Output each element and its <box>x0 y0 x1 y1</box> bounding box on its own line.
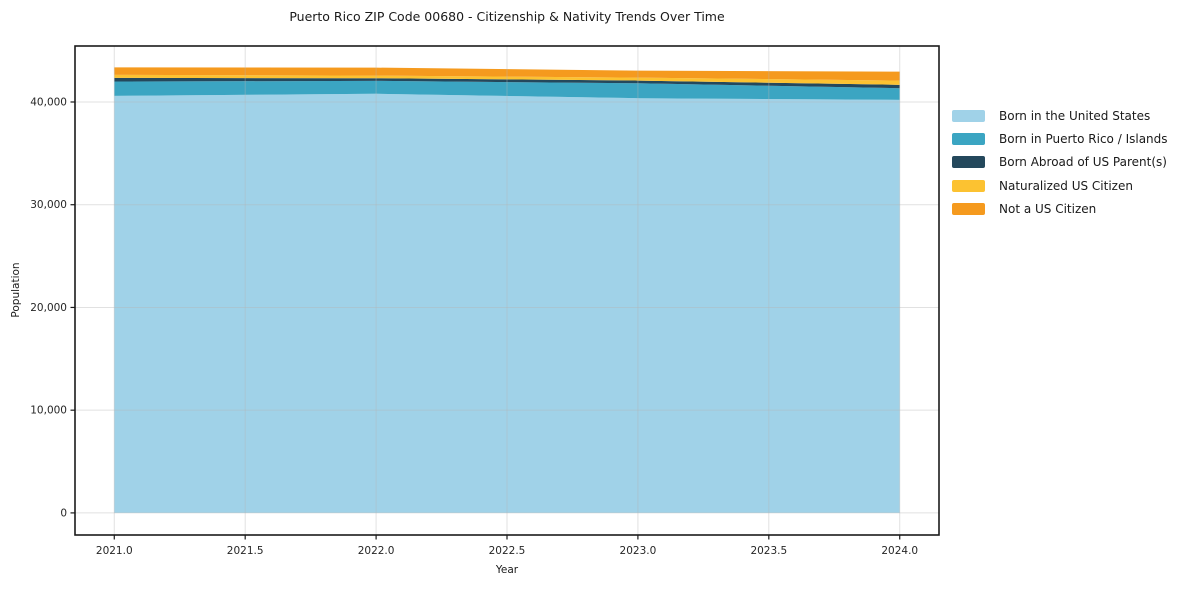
area-born-in-puerto-rico-islands <box>114 80 900 100</box>
x-tick-label: 2023.5 <box>750 545 787 557</box>
legend-item-born-abroad-of-us-parent-s: Born Abroad of US Parent(s) <box>952 151 1168 174</box>
legend-swatch-icon <box>952 109 985 122</box>
x-tick-label: 2022.5 <box>489 545 526 557</box>
x-axis-label: Year <box>495 564 519 576</box>
legend-item-label: Not a US Citizen <box>999 201 1097 216</box>
legend-swatch-icon <box>952 179 985 192</box>
legend-item-born-in-puerto-rico-islands: Born in Puerto Rico / Islands <box>952 127 1168 150</box>
legend-item-born-in-the-united-states: Born in the United States <box>952 104 1168 127</box>
x-tick-label: 2021.5 <box>227 545 264 557</box>
area-naturalized-us-citizen <box>114 74 900 85</box>
y-tick-label: 20,000 <box>30 302 67 314</box>
legend-swatch-icon <box>952 156 985 169</box>
area-born-abroad-of-us-parent-s <box>114 77 900 89</box>
x-tick-label: 2024.0 <box>881 545 918 557</box>
area-not-a-us-citizen <box>114 67 900 81</box>
legend-item-label: Naturalized US Citizen <box>999 178 1133 193</box>
y-tick-label: 10,000 <box>30 405 67 417</box>
legend-item-label: Born Abroad of US Parent(s) <box>999 155 1167 170</box>
x-tick-label: 2023.0 <box>620 545 657 557</box>
y-axis-label: Population <box>10 262 22 318</box>
legend-item-label: Born in Puerto Rico / Islands <box>999 131 1168 146</box>
legend-swatch-icon <box>952 132 985 145</box>
y-tick-label: 0 <box>60 507 67 519</box>
x-tick-label: 2022.0 <box>358 545 395 557</box>
legend-item-not-a-us-citizen: Not a US Citizen <box>952 197 1168 220</box>
y-tick-label: 40,000 <box>30 96 67 108</box>
area-born-in-the-united-states <box>114 93 900 513</box>
x-tick-label: 2021.0 <box>96 545 133 557</box>
legend-item-label: Born in the United States <box>999 108 1151 123</box>
chart-title: Puerto Rico ZIP Code 00680 - Citizenship… <box>289 9 725 24</box>
y-tick-label: 30,000 <box>30 199 67 211</box>
legend-item-naturalized-us-citizen: Naturalized US Citizen <box>952 174 1168 197</box>
legend: Born in the United States Born in Puerto … <box>952 104 1168 220</box>
legend-swatch-icon <box>952 202 985 215</box>
